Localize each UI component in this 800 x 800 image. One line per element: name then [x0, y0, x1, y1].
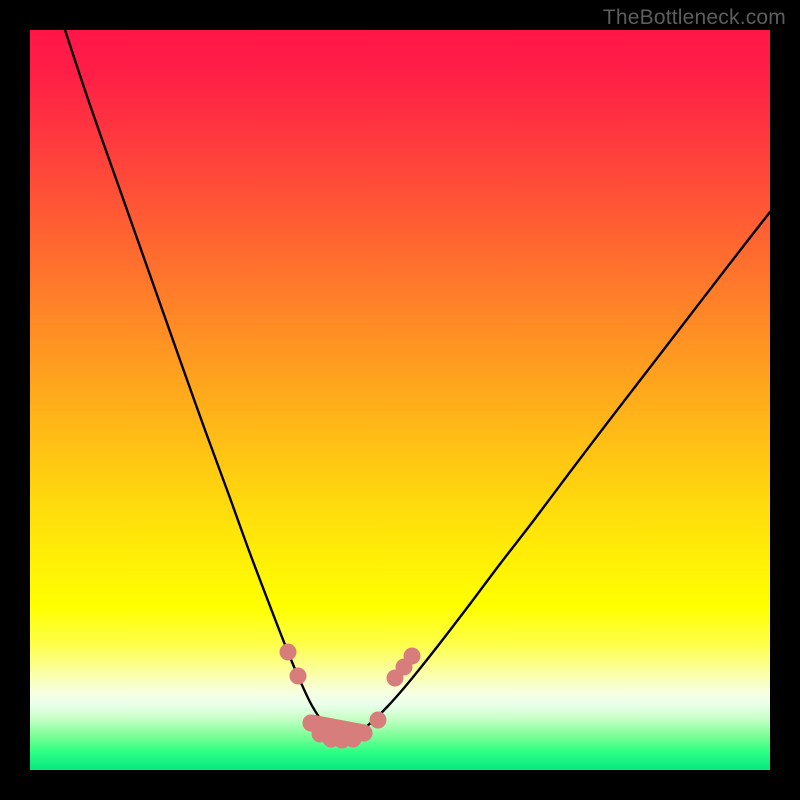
marker-dots	[280, 644, 421, 749]
chart-curves	[30, 30, 770, 770]
chart-plot-area	[30, 30, 770, 770]
curve-left-branch	[65, 30, 344, 737]
watermark-text: TheBottleneck.com	[603, 6, 786, 30]
